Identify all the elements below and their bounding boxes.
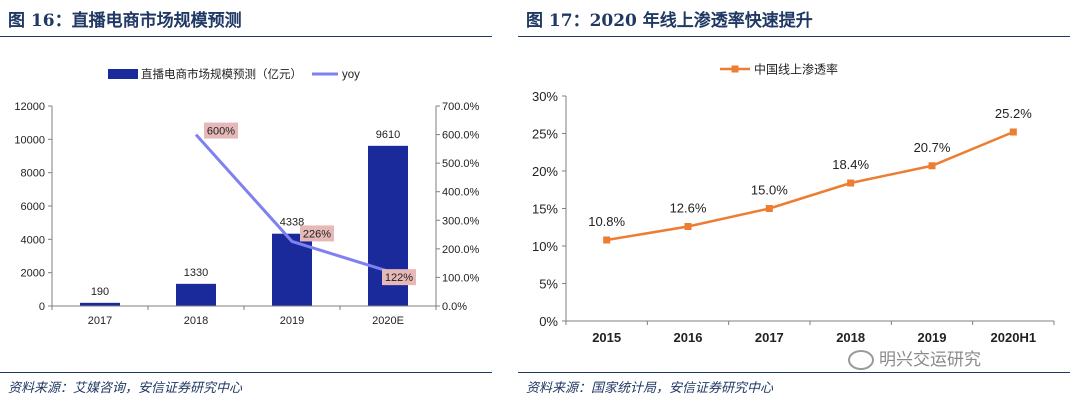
figure-17-source: 资料来源：国家统计局，安信证券研究中心 [526,381,774,396]
title-rule [0,36,492,37]
y2-tick-label: 700.0% [442,101,480,113]
bar-value-label: 190 [91,286,109,298]
y-tick-label: 6000 [21,201,45,213]
right-panel: 图 17：2020 年线上渗透率快速提升 0% 5% 10% 15% 20% 25% 30%… [518,0,1080,407]
bar-value-label: 1330 [184,267,208,279]
bar [176,283,216,306]
legend-label: 中国线上渗透率 [754,62,838,77]
penetration-chart: 0% 5% 10% 15% 20% 25% 30% 10.8% 12.6% 15.0% 18.4%… [532,62,1055,345]
y2-tick-label: 0.0% [442,301,467,313]
data-point-marker [1009,128,1017,136]
y-tick-label: 30% [532,89,558,104]
y-tick-label: 12000 [14,101,45,113]
data-point-marker [765,205,773,212]
y-tick-label: 25% [532,127,558,142]
y-tick-label: 20% [532,164,558,179]
legend-bar-label: 直播电商市场规模预测（亿元） [141,67,302,81]
yoy-data-label: 226% [300,225,334,242]
yoy-label-text: 226% [303,228,331,240]
yoy-label-bg [300,225,334,242]
x-tick-label: 2017 [88,315,112,327]
y-tick-label: 15% [532,202,558,217]
x-tick-label: 2019 [918,330,947,345]
bar-value-label: 4338 [280,217,304,229]
yoy-line [194,133,389,273]
yoy-label-bg [382,269,416,286]
wechat-icon [848,350,874,370]
legend-line-label: yoy [342,69,360,81]
data-value-label: 18.4% [832,157,869,172]
yoy-data-label: 600% [204,122,238,139]
source-rule [518,372,1070,373]
y-tick-label: 2000 [21,268,45,280]
y-tick-label: 0 [39,301,45,313]
y2-tick-label: 400.0% [442,187,480,199]
data-value-label: 12.6% [670,201,707,216]
watermark: 明兴交运研究 [848,345,981,370]
left-panel: 图 16：直播电商市场规模预测 0 2000 4000 6000 8000 10000 12… [0,0,500,407]
x-tick-label: 2020H1 [991,330,1037,345]
x-tick-label: 2018 [184,315,208,327]
figure-17-title: 图 17：2020 年线上渗透率快速提升 [526,11,813,31]
source-rule [0,372,492,373]
legend-marker [731,65,739,73]
data-value-label: 15.0% [751,183,788,198]
data-point-marker [847,179,855,187]
y2-tick-label: 200.0% [442,244,480,256]
x-tick-label: 2020E [372,315,404,327]
bar [80,302,120,306]
legend-bar-swatch [108,69,138,79]
yoy-label-text: 122% [385,272,413,284]
figure-16-source: 资料来源：艾媒咨询，安信证券研究中心 [8,381,243,396]
market-size-chart: 0 2000 4000 6000 8000 10000 12000 0.0% 100.0% 20… [14,67,480,327]
y-tick-label: 0% [539,314,558,329]
x-tick-label: 2016 [674,330,703,345]
watermark-text: 明兴交运研究 [879,350,981,370]
y-tick-label: 4000 [21,234,45,246]
x-tick-label: 2015 [592,330,621,345]
data-value-label: 10.8% [588,214,625,229]
y2-tick-label: 600.0% [442,130,480,142]
y2-tick-label: 500.0% [442,158,480,170]
y-tick-label: 8000 [21,168,45,180]
y-tick-label: 5% [539,277,558,292]
data-point-marker [603,236,611,244]
x-tick-label: 2017 [755,330,784,345]
yoy-label-bg [204,122,238,139]
y2-tick-label: 300.0% [442,215,480,227]
y2-tick-label: 100.0% [442,272,480,284]
x-tick-label: 2018 [836,330,865,345]
title-rule [518,36,1070,37]
x-tick-label: 2019 [280,315,304,327]
data-value-label: 25.2% [995,106,1032,121]
data-value-label: 20.7% [914,140,951,155]
data-point-marker [928,162,936,170]
y-tick-label: 10000 [14,134,45,146]
yoy-data-label: 122% [382,269,416,286]
figure-16-title: 图 16：直播电商市场规模预测 [8,11,242,31]
data-point-marker [684,223,692,230]
yoy-label-text: 600% [207,126,235,138]
penetration-line [606,130,1014,242]
y-tick-label: 10% [532,239,558,254]
bar-value-label: 9610 [376,129,400,141]
